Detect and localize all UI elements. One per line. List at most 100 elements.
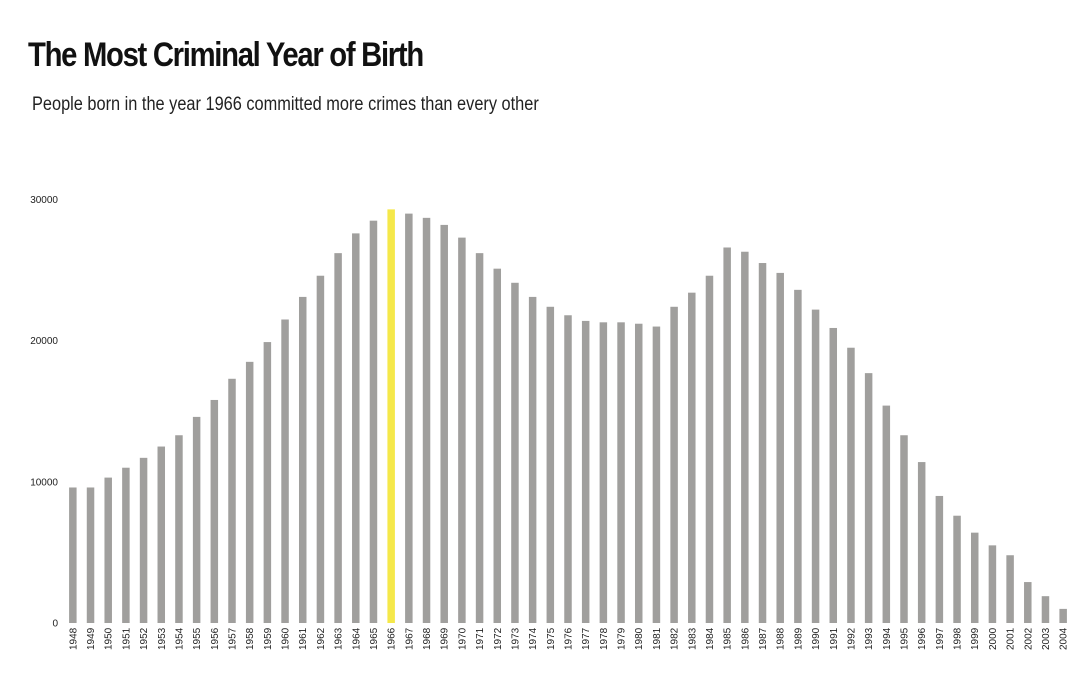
bar-1961 bbox=[298, 296, 307, 623]
x-tick-label-2000: 2000 bbox=[988, 627, 999, 650]
bar-1966 bbox=[387, 209, 395, 624]
bar-1970 bbox=[458, 237, 466, 624]
x-tick-label-1957: 1957 bbox=[228, 627, 239, 650]
bar-1977 bbox=[581, 320, 590, 623]
x-tick-label-1976: 1976 bbox=[564, 627, 575, 650]
x-tick-label-1974: 1974 bbox=[528, 627, 539, 650]
bar-1998 bbox=[953, 515, 961, 623]
bar-1980 bbox=[634, 323, 643, 623]
bar-1958 bbox=[245, 361, 254, 623]
bar-1982 bbox=[670, 306, 678, 623]
y-tick-label-30000: 30000 bbox=[30, 195, 58, 206]
bar-1950 bbox=[104, 477, 112, 623]
x-tick-label-1958: 1958 bbox=[245, 627, 256, 650]
x-tick-label-1975: 1975 bbox=[546, 627, 557, 650]
x-tick-label-1981: 1981 bbox=[652, 627, 663, 650]
x-tick-label-1968: 1968 bbox=[422, 627, 433, 650]
x-tick-label-1963: 1963 bbox=[334, 627, 345, 650]
bar-1987 bbox=[758, 263, 767, 623]
bars-group bbox=[69, 209, 1067, 624]
y-tick-label-0: 0 bbox=[52, 619, 58, 630]
x-tick-label-1982: 1982 bbox=[670, 627, 681, 650]
x-tick-label-1949: 1949 bbox=[86, 627, 97, 650]
x-tick-label-1992: 1992 bbox=[846, 627, 857, 650]
chart-title: The Most Criminal Year of Birth bbox=[28, 36, 424, 74]
bar-1992 bbox=[847, 347, 855, 623]
x-tick-label-1954: 1954 bbox=[174, 627, 185, 650]
x-tick-label-1996: 1996 bbox=[917, 627, 928, 650]
bar-1983 bbox=[688, 292, 696, 623]
bar-1957 bbox=[228, 378, 236, 623]
bar-1989 bbox=[794, 289, 802, 623]
bar-1971 bbox=[475, 253, 484, 624]
bar-1962 bbox=[316, 275, 325, 623]
x-tick-label-1998: 1998 bbox=[953, 627, 964, 650]
x-tick-label-1965: 1965 bbox=[369, 627, 380, 650]
bar-1999 bbox=[970, 532, 979, 623]
x-tick-label-1955: 1955 bbox=[192, 627, 203, 650]
bar-1996 bbox=[917, 462, 926, 623]
x-axis: 1948 1949 1950 1951 1952 1953 1954 1955 1956 1957… bbox=[68, 627, 1069, 650]
x-tick-label-1973: 1973 bbox=[510, 627, 521, 650]
bar-1993 bbox=[864, 373, 873, 623]
x-tick-label-1959: 1959 bbox=[263, 627, 274, 650]
x-tick-label-1994: 1994 bbox=[882, 627, 893, 650]
bar-1967 bbox=[405, 213, 413, 623]
x-tick-label-1970: 1970 bbox=[457, 627, 468, 650]
y-tick-label-10000: 10000 bbox=[30, 477, 58, 488]
x-tick-label-1987: 1987 bbox=[758, 627, 769, 650]
x-tick-label-1997: 1997 bbox=[935, 627, 946, 650]
bar-1997 bbox=[935, 495, 944, 623]
bar-1951 bbox=[122, 467, 130, 623]
chart-subtitle: People born in the year 1966 committed m… bbox=[32, 94, 539, 115]
x-tick-label-1951: 1951 bbox=[121, 627, 132, 650]
x-tick-label-1983: 1983 bbox=[687, 627, 698, 650]
bar-1969 bbox=[440, 224, 448, 623]
x-tick-label-1961: 1961 bbox=[298, 627, 309, 650]
x-tick-label-1977: 1977 bbox=[581, 627, 592, 650]
bar-2001 bbox=[1006, 555, 1014, 623]
bar-2000 bbox=[988, 545, 997, 623]
x-tick-label-1960: 1960 bbox=[281, 627, 292, 650]
bar-1953 bbox=[157, 446, 166, 623]
bar-1955 bbox=[192, 416, 201, 623]
bar-1990 bbox=[811, 309, 820, 623]
x-tick-label-1950: 1950 bbox=[104, 627, 115, 650]
x-tick-label-1989: 1989 bbox=[793, 627, 804, 650]
x-tick-label-1962: 1962 bbox=[316, 627, 327, 650]
bar-1985 bbox=[723, 247, 731, 623]
bar-1976 bbox=[564, 315, 572, 623]
bar-1952 bbox=[139, 457, 148, 623]
bar-1964 bbox=[352, 233, 360, 623]
x-tick-label-1980: 1980 bbox=[634, 627, 645, 650]
x-tick-label-1985: 1985 bbox=[723, 627, 734, 650]
y-tick-label-20000: 20000 bbox=[30, 336, 58, 347]
x-tick-label-1984: 1984 bbox=[705, 627, 716, 650]
x-tick-label-1972: 1972 bbox=[493, 627, 504, 650]
x-tick-label-1956: 1956 bbox=[210, 627, 221, 650]
x-tick-label-2002: 2002 bbox=[1023, 627, 1034, 650]
bar-1994 bbox=[882, 405, 891, 623]
x-tick-label-1990: 1990 bbox=[811, 627, 822, 650]
bar-1975 bbox=[546, 306, 555, 623]
x-tick-label-1978: 1978 bbox=[599, 627, 610, 650]
bar-1972 bbox=[493, 268, 502, 623]
bar-1954 bbox=[175, 435, 183, 623]
bar-1956 bbox=[210, 399, 219, 623]
bar-1965 bbox=[369, 220, 378, 624]
bar-1963 bbox=[334, 253, 342, 624]
bar-1959 bbox=[263, 342, 272, 623]
bar-1979 bbox=[617, 322, 625, 623]
x-tick-label-1964: 1964 bbox=[351, 627, 362, 650]
x-tick-label-1991: 1991 bbox=[829, 627, 840, 650]
x-tick-label-1993: 1993 bbox=[864, 627, 875, 650]
bar-1973 bbox=[511, 282, 519, 623]
x-tick-label-1952: 1952 bbox=[139, 627, 150, 650]
x-tick-label-1999: 1999 bbox=[970, 627, 981, 650]
bar-1988 bbox=[776, 272, 784, 623]
x-tick-label-2004: 2004 bbox=[1059, 627, 1070, 650]
bar-1986 bbox=[741, 251, 749, 623]
bar-1995 bbox=[900, 435, 908, 623]
bar-2002 bbox=[1024, 582, 1032, 623]
x-tick-label-1953: 1953 bbox=[157, 627, 168, 650]
